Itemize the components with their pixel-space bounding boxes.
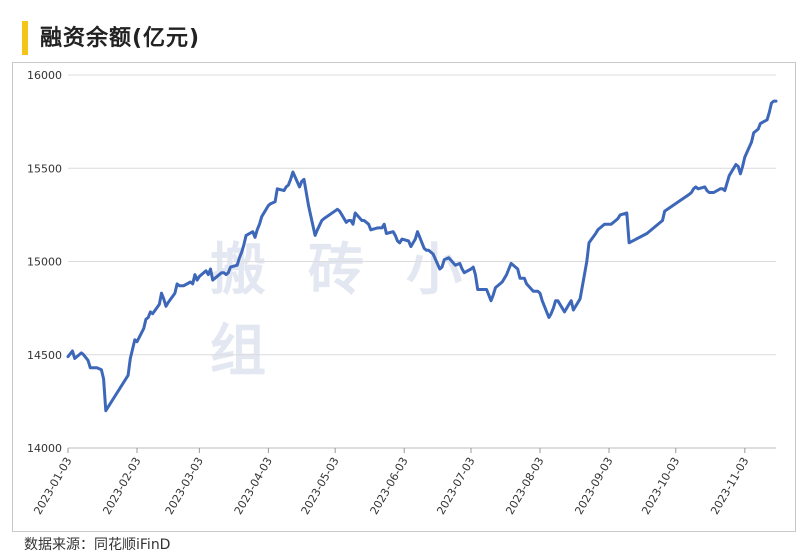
watermark: 搬砖小组 [210, 238, 504, 384]
y-tick-label: 14000 [27, 442, 62, 455]
data-source-footer: 数据来源：同花顺iFinD [24, 537, 171, 553]
x-tick-label: 2023-06-03 [368, 455, 411, 517]
x-tick-label: 2023-11-03 [708, 455, 751, 517]
x-tick-label: 2023-01-03 [31, 455, 74, 517]
y-tick-label: 15500 [27, 162, 62, 175]
x-tick-label: 2023-03-03 [163, 455, 206, 517]
x-tick-label: 2023-08-03 [503, 455, 546, 517]
chart-title: 融资余额(亿元) [40, 26, 201, 51]
x-tick-label: 2023-02-03 [100, 455, 143, 517]
x-tick-label: 2023-10-03 [639, 455, 682, 517]
y-axis-ticks: 14000 14500 15000 15500 16000 [27, 69, 62, 455]
x-tick-label: 2023-07-03 [434, 455, 477, 517]
y-tick-label: 14500 [27, 349, 62, 362]
x-tick-label: 2023-05-03 [299, 455, 342, 517]
x-axis-ticks: 2023-01-03 2023-02-03 2023-03-03 2023-04-03… [31, 448, 751, 517]
series-line [66, 99, 778, 413]
x-tick-label: 2023-04-03 [232, 455, 275, 517]
y-tick-label: 16000 [27, 69, 62, 82]
title-accent-bar [22, 21, 28, 55]
chart-frame [12, 62, 796, 532]
x-tick-label: 2023-09-03 [572, 455, 615, 517]
y-tick-label: 15000 [27, 256, 62, 269]
grid-lines [68, 74, 776, 449]
